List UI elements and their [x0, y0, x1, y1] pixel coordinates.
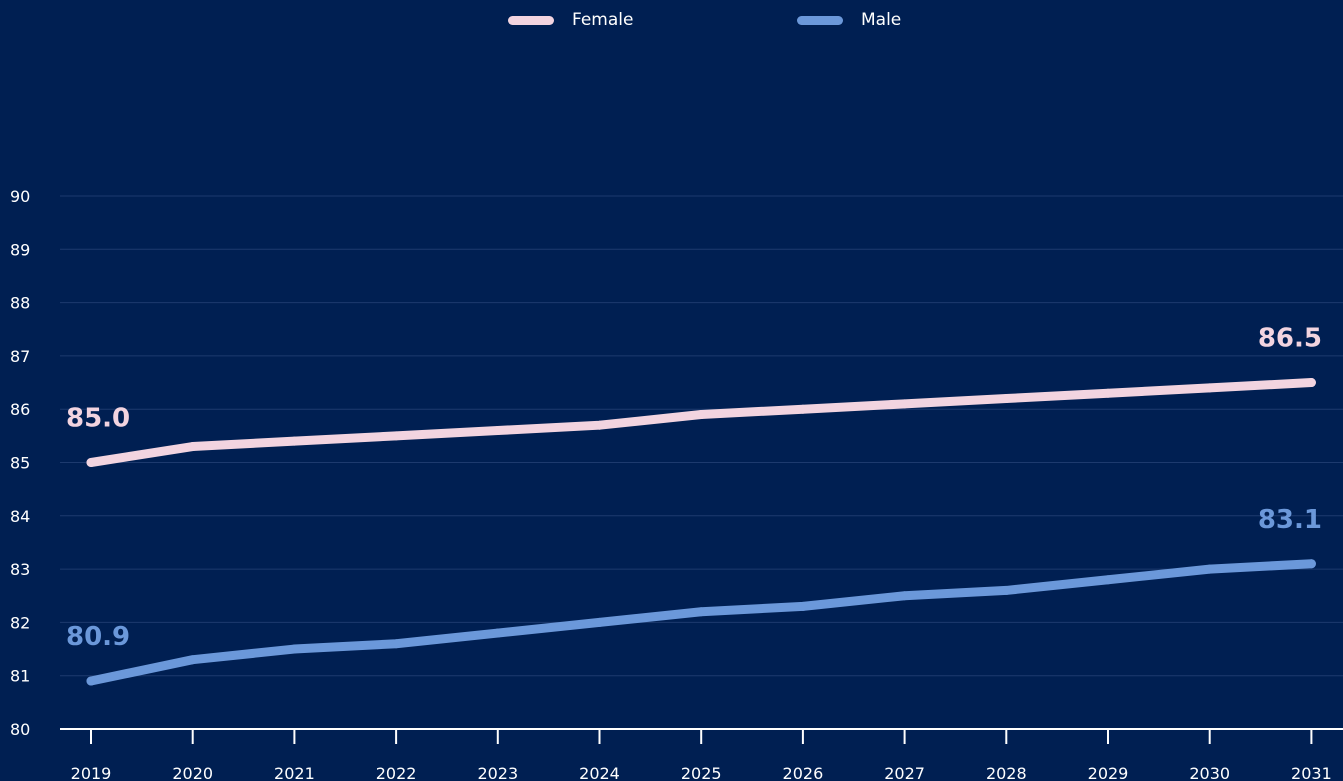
data-point-male-2029: [1103, 575, 1113, 585]
y-tick-label-80: 80: [10, 720, 30, 739]
x-tick-label-2021: 2021: [274, 764, 315, 781]
data-point-female-2024: [595, 420, 604, 430]
data-point-female-2021: [289, 436, 299, 446]
data-point-female-2026: [798, 404, 808, 414]
data-point-male-2020: [188, 655, 198, 665]
y-tick-label-86: 86: [10, 400, 30, 419]
data-point-female-2030: [1205, 383, 1215, 393]
y-tick-label-85: 85: [10, 454, 30, 473]
x-tick-label-2025: 2025: [681, 764, 722, 781]
x-tick-label-2030: 2030: [1189, 764, 1230, 781]
data-point-male-2031: [1306, 559, 1316, 569]
data-point-female-2028: [1001, 394, 1011, 404]
y-tick-label-89: 89: [10, 240, 30, 259]
x-tick-label-2031: 2031: [1291, 764, 1332, 781]
data-label-male-2019: 80.9: [66, 622, 130, 652]
data-point-male-2027: [900, 591, 910, 601]
data-point-female-2031: [1306, 378, 1316, 388]
y-tick-label-81: 81: [10, 667, 30, 686]
x-tick-label-2020: 2020: [172, 764, 213, 781]
chart-legend: Female Male: [0, 8, 1343, 32]
x-tick-label-2019: 2019: [71, 764, 112, 781]
data-point-female-2023: [493, 426, 503, 436]
data-point-male-2023: [493, 628, 503, 638]
data-point-female-2022: [391, 431, 401, 441]
y-tick-label-83: 83: [10, 560, 30, 579]
data-label-female-2031: 86.5: [1258, 324, 1322, 354]
x-tick-label-2023: 2023: [477, 764, 518, 781]
legend-label-male: Male: [861, 10, 902, 30]
data-point-female-2020: [188, 442, 198, 452]
data-point-female-2027: [900, 399, 910, 409]
data-point-male-2019: [86, 676, 96, 686]
data-point-male-2021: [289, 644, 299, 654]
x-tick-label-2029: 2029: [1088, 764, 1129, 781]
x-tick-label-2027: 2027: [884, 764, 925, 781]
data-label-male-2031: 83.1: [1258, 505, 1322, 535]
series-line-female: [86, 378, 1316, 467]
data-point-male-2022: [391, 639, 401, 649]
data-label-female-2019: 85.0: [66, 404, 130, 434]
data-point-male-2025: [696, 607, 706, 617]
y-tick-label-88: 88: [10, 294, 30, 313]
y-tick-label-84: 84: [10, 507, 30, 526]
data-point-female-2029: [1103, 388, 1113, 398]
x-tick-label-2024: 2024: [579, 764, 620, 781]
y-tick-label-90: 90: [10, 187, 30, 206]
y-tick-label-87: 87: [10, 347, 30, 366]
data-point-male-2026: [798, 601, 808, 611]
x-tick-label-2026: 2026: [783, 764, 824, 781]
data-point-female-2019: [86, 458, 96, 467]
legend-item-female: Female: [508, 8, 633, 32]
x-tick-label-2022: 2022: [376, 764, 417, 781]
data-point-male-2030: [1205, 564, 1215, 574]
legend-swatch-male: [797, 15, 843, 25]
legend-label-female: Female: [572, 10, 634, 30]
data-point-male-2024: [595, 617, 604, 627]
data-point-female-2025: [696, 410, 706, 420]
legend-swatch-female: [508, 15, 554, 25]
data-point-male-2028: [1001, 585, 1011, 595]
y-tick-label-82: 82: [10, 613, 30, 632]
legend-item-male: Male: [797, 8, 901, 32]
x-tick-label-2028: 2028: [986, 764, 1027, 781]
